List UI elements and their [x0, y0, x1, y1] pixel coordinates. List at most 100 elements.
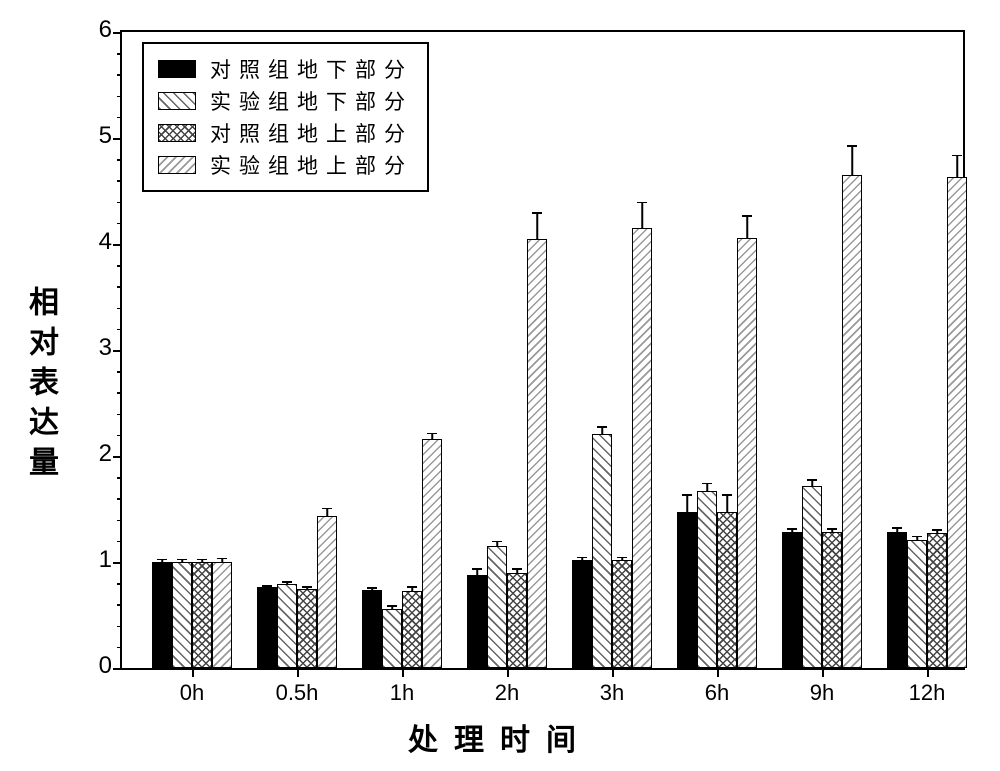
x-tick-label: 1h — [390, 680, 414, 706]
y-minor-tick — [117, 392, 122, 394]
y-minor-tick — [117, 520, 122, 522]
legend-label-3: 实验组地上部分 — [210, 150, 413, 180]
legend-swatch-1 — [158, 92, 196, 110]
y-tick — [113, 350, 122, 352]
y-tick-label: 0 — [99, 652, 112, 680]
y-minor-tick — [117, 329, 122, 331]
error-bar — [527, 212, 547, 239]
bar — [192, 562, 212, 668]
legend-label-0: 对照组地下部分 — [210, 54, 413, 84]
bar — [697, 491, 717, 668]
error-bar — [402, 586, 422, 590]
bar — [402, 591, 422, 668]
legend: 对照组地下部分 实验组地下部分 对照组地上部分 实验组地上部分 — [142, 42, 429, 192]
error-bar — [362, 587, 382, 589]
x-tick — [507, 668, 509, 677]
chart-container: 相对表达量 处理时间 对照组地下部分 实验组地下部分 对照组地上部分 实验组地上… — [0, 0, 1000, 771]
y-minor-tick — [117, 477, 122, 479]
error-bar — [257, 585, 277, 587]
y-minor-tick — [117, 117, 122, 119]
error-bar — [592, 426, 612, 433]
y-minor-tick — [117, 265, 122, 267]
plot-area: 对照组地下部分 实验组地下部分 对照组地上部分 实验组地上部分 0h0.5h1h… — [120, 30, 965, 670]
x-axis-label: 处理时间 — [408, 715, 592, 759]
legend-swatch-2 — [158, 124, 196, 142]
y-minor-tick — [117, 96, 122, 98]
error-bar — [192, 559, 212, 562]
y-tick — [113, 32, 122, 34]
bar — [947, 177, 967, 668]
y-tick-label: 2 — [99, 440, 112, 468]
error-bar — [487, 541, 507, 546]
error-bar — [737, 215, 757, 237]
bar — [257, 587, 277, 668]
y-tick — [113, 668, 122, 670]
bar — [737, 238, 757, 668]
x-tick — [717, 668, 719, 677]
y-tick-label: 5 — [99, 122, 112, 150]
error-bar — [317, 508, 337, 516]
bar — [277, 584, 297, 668]
y-minor-tick — [117, 583, 122, 585]
bar — [677, 512, 697, 668]
y-minor-tick — [117, 180, 122, 182]
bar — [487, 546, 507, 668]
bar — [822, 532, 842, 668]
error-bar — [887, 527, 907, 532]
y-tick — [113, 138, 122, 140]
legend-item-2: 对照组地上部分 — [158, 118, 413, 148]
error-bar — [612, 557, 632, 560]
bar — [842, 175, 862, 668]
error-bar — [172, 559, 192, 562]
y-minor-tick — [117, 202, 122, 204]
error-bar — [297, 586, 317, 588]
y-tick — [113, 562, 122, 564]
error-bar — [467, 568, 487, 574]
y-minor-tick — [117, 53, 122, 55]
bar — [717, 512, 737, 668]
y-minor-tick — [117, 435, 122, 437]
error-bar — [382, 605, 402, 608]
y-minor-tick — [117, 223, 122, 225]
bar — [212, 562, 232, 668]
bar — [172, 562, 192, 668]
y-minor-tick — [117, 626, 122, 628]
y-tick-label: 6 — [99, 16, 112, 44]
x-tick-label: 12h — [909, 680, 946, 706]
x-tick-label: 2h — [495, 680, 519, 706]
bar — [802, 486, 822, 668]
y-minor-tick — [117, 371, 122, 373]
bar — [927, 533, 947, 668]
error-bar — [947, 155, 967, 177]
error-bar — [572, 557, 592, 560]
legend-item-0: 对照组地下部分 — [158, 54, 413, 84]
error-bar — [927, 529, 947, 533]
x-tick — [192, 668, 194, 677]
y-tick-label: 1 — [99, 546, 112, 574]
x-tick-label: 0.5h — [276, 680, 319, 706]
y-tick — [113, 244, 122, 246]
bar — [507, 573, 527, 668]
legend-swatch-3 — [158, 156, 196, 174]
y-minor-tick — [117, 286, 122, 288]
bar — [782, 532, 802, 668]
y-minor-tick — [117, 647, 122, 649]
bar — [422, 439, 442, 668]
error-bar — [907, 536, 927, 540]
error-bar — [277, 581, 297, 584]
error-bar — [822, 528, 842, 532]
bar — [572, 560, 592, 668]
x-tick-label: 9h — [810, 680, 834, 706]
y-axis-label: 相对表达量 — [18, 286, 62, 486]
y-minor-tick — [117, 414, 122, 416]
bar — [592, 434, 612, 668]
bar — [527, 239, 547, 668]
y-minor-tick — [117, 308, 122, 310]
error-bar — [677, 494, 697, 512]
x-tick — [612, 668, 614, 677]
bar — [152, 562, 172, 668]
error-bar — [802, 479, 822, 485]
y-minor-tick — [117, 498, 122, 500]
bar — [362, 590, 382, 668]
y-minor-tick — [117, 541, 122, 543]
